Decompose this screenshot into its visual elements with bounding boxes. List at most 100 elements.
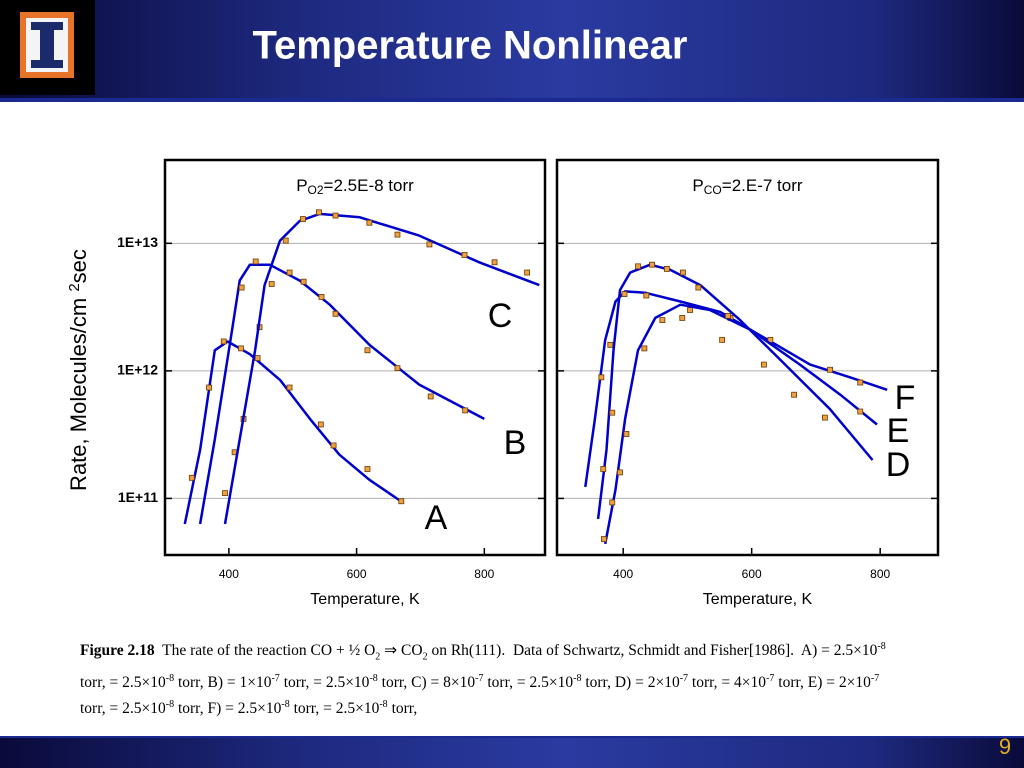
series-label: B — [504, 424, 527, 462]
x-tick-label: 600 — [742, 567, 762, 581]
caption-run: 2 — [375, 651, 381, 663]
data-point — [300, 278, 307, 285]
curve — [198, 263, 485, 525]
data-point — [398, 498, 405, 505]
series — [601, 303, 878, 545]
data-point — [330, 442, 337, 449]
caption-run: -8 — [379, 699, 388, 711]
data-point — [332, 310, 339, 317]
data-point — [206, 384, 212, 391]
data-point — [364, 466, 371, 472]
data-point — [719, 336, 726, 343]
data-point — [600, 466, 607, 472]
data-point — [679, 315, 686, 321]
caption-run: The rate of the reaction CO + ½ O — [154, 642, 376, 660]
caption-run: -8 — [573, 673, 582, 685]
data-point — [827, 366, 833, 373]
caption-run: -7 — [679, 673, 689, 685]
caption-run: -7 — [475, 673, 484, 685]
data-point — [609, 499, 616, 506]
data-point — [822, 414, 828, 421]
data-point — [643, 292, 650, 299]
data-point — [238, 284, 245, 291]
slide-title: Temperature Nonlinear — [253, 24, 688, 68]
x-tick-label: 800 — [870, 567, 890, 581]
data-point — [680, 269, 686, 276]
data-point — [598, 374, 605, 381]
data-point — [188, 474, 195, 481]
chart-title-part: CO — [704, 183, 722, 197]
caption-run: torr, B) = 1×10 — [174, 674, 272, 692]
data-point — [222, 490, 228, 497]
data-point — [857, 408, 864, 415]
caption-run: torr, C) = 8×10 — [377, 674, 476, 692]
y-tick-label: 1E+13 — [117, 234, 158, 250]
data-point — [687, 307, 693, 313]
data-point — [524, 269, 531, 276]
x-tick-label: 400 — [219, 567, 239, 581]
data-point — [254, 355, 261, 361]
data-point — [317, 421, 324, 428]
curve — [603, 303, 878, 545]
x-axis-label: Temperature, K — [703, 591, 813, 608]
data-point — [725, 312, 731, 319]
data-point — [238, 345, 244, 352]
data-point — [461, 252, 468, 258]
y-axis-label-part: 2 — [66, 283, 83, 291]
caption-run: -8 — [369, 673, 378, 685]
data-point — [252, 258, 259, 265]
series-label: C — [488, 297, 513, 335]
data-point — [366, 219, 373, 226]
data-point — [491, 259, 498, 266]
caption-run: ⇒ CO — [380, 642, 423, 660]
caption-run: torr, — [387, 700, 418, 718]
data-point — [318, 294, 325, 300]
series — [596, 261, 874, 520]
data-point — [427, 393, 434, 400]
data-point — [623, 431, 630, 437]
caption-run: torr, = 4×10 — [688, 674, 767, 692]
figure-caption: Figure 2.18 The rate of the reaction CO … — [80, 636, 900, 721]
data-point — [641, 345, 648, 352]
plot-area — [557, 160, 938, 555]
caption-run: -8 — [281, 699, 290, 711]
data-point — [286, 384, 293, 391]
y-axis-label-part: Rate, Molecules/cm — [66, 292, 91, 491]
chart-title-part: =2.E-7 torr — [722, 176, 803, 195]
data-point — [332, 212, 339, 219]
chart-title: PO2=2.5E-8 torr — [296, 176, 414, 196]
curve — [596, 263, 874, 520]
series-label: D — [886, 446, 911, 484]
plot-frame — [555, 158, 940, 557]
data-point — [364, 347, 371, 354]
caption-run: on Rh(111). Data of Schwartz, Schmidt an… — [427, 642, 878, 660]
data-point — [268, 281, 275, 287]
data-point — [220, 338, 227, 345]
caption-run: torr, D) = 2×10 — [581, 674, 680, 692]
chart-title-part: P — [296, 176, 307, 195]
data-point — [621, 291, 628, 297]
caption-run: -7 — [271, 673, 280, 685]
caption-run: torr, = 2.5×10 — [80, 674, 884, 718]
chart-title: PCO=2.E-7 torr — [692, 176, 802, 196]
data-point — [659, 317, 666, 324]
x-tick-label: 800 — [474, 567, 494, 581]
x-tick-label: 600 — [347, 567, 367, 581]
data-point — [462, 407, 469, 414]
caption-run: Figure 2.18 — [80, 642, 155, 660]
y-axis-label: Rate, Molecules/cm 2sec — [66, 249, 91, 491]
caption-run: -8 — [165, 699, 175, 711]
data-point — [601, 536, 607, 542]
data-point — [857, 379, 864, 386]
data-point — [635, 263, 641, 270]
header-rule — [0, 98, 1024, 102]
data-point — [286, 269, 293, 276]
caption-run: torr, = 2.5×10 — [80, 642, 890, 692]
plot-frame — [163, 158, 547, 557]
caption-run: 2 — [422, 651, 428, 663]
data-point — [649, 261, 655, 268]
caption-run: -7 — [870, 673, 880, 685]
chart-title-part: =2.5E-8 torr — [324, 176, 415, 195]
